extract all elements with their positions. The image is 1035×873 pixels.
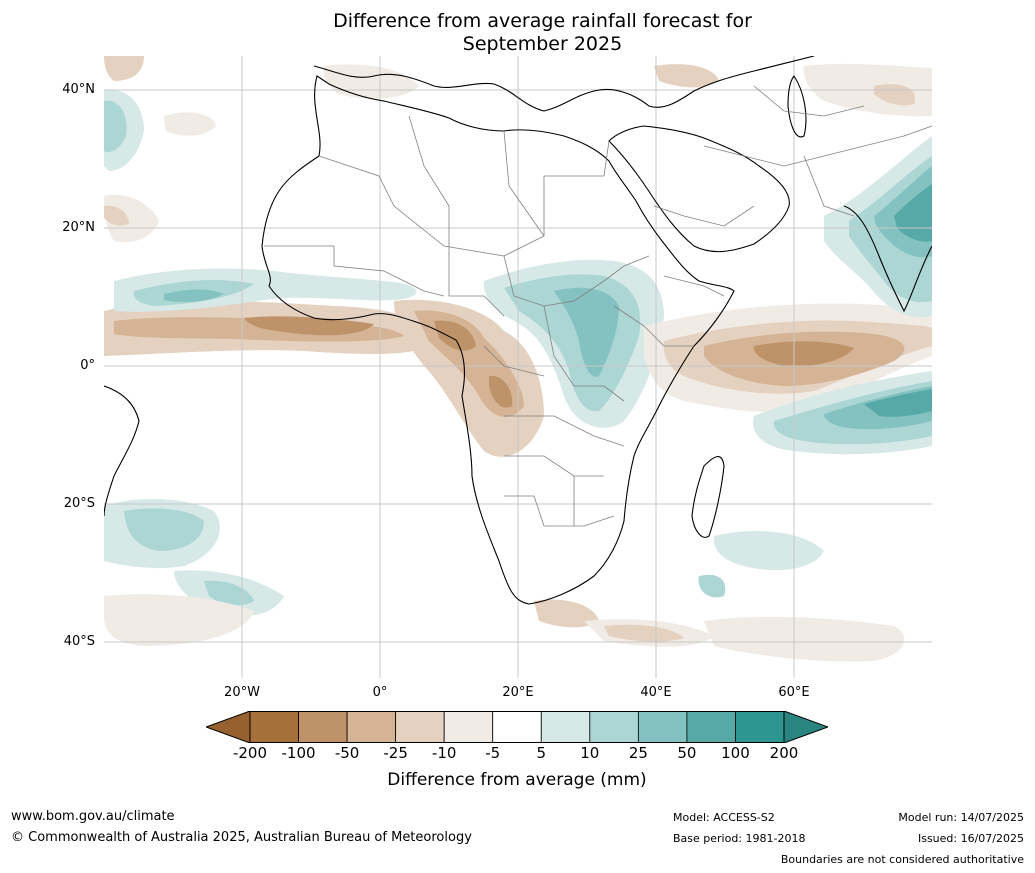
legend-bin <box>637 711 688 743</box>
lon-label-40e: 40°E <box>640 685 672 700</box>
legend-tick-label: -100 <box>281 744 316 762</box>
lat-label-20s: 20°S <box>63 496 95 511</box>
footer-copyright: © Commonwealth of Australia 2025, Austra… <box>11 830 472 845</box>
country-borders <box>264 85 932 527</box>
legend-bin <box>249 711 299 743</box>
legend-bin <box>589 711 639 743</box>
footer-website[interactable]: www.bom.gov.au/climate <box>11 809 175 824</box>
title-line-2: September 2025 <box>462 33 623 55</box>
footer-model-run: Model run: 14/07/2025 <box>898 811 1024 824</box>
lon-label-60e: 60°E <box>778 685 810 700</box>
lat-label-0: 0° <box>80 358 95 373</box>
legend-bin <box>395 711 445 743</box>
map-canvas <box>104 56 932 678</box>
legend-bin <box>346 711 397 743</box>
s-america-coast <box>104 385 140 517</box>
india-coast <box>843 205 932 313</box>
lon-label-20e: 20°E <box>502 685 534 700</box>
legend-low-extend <box>206 711 251 743</box>
legend-title: Difference from average (mm) <box>387 770 647 790</box>
africa-coast <box>261 75 735 605</box>
europe-coast <box>313 56 815 112</box>
lat-label-40s: 40°S <box>63 634 95 649</box>
footer-issued: Issued: 16/07/2025 <box>917 832 1024 845</box>
legend-tick-label: -200 <box>232 744 268 762</box>
legend-colorbar <box>206 711 828 743</box>
legend-tick-label: 10 <box>580 744 600 762</box>
lat-label-40n: 40°N <box>62 82 95 97</box>
lon-label-20w: 20°W <box>224 685 260 700</box>
legend-bin <box>298 711 348 743</box>
rainfall-map <box>104 56 932 678</box>
anomaly-shading <box>104 56 932 662</box>
legend-tick-label: 50 <box>677 744 697 762</box>
legend-bin <box>540 711 591 743</box>
legend-tick-label: -25 <box>383 744 408 762</box>
madagascar-coast <box>691 456 725 538</box>
coastlines <box>104 56 932 605</box>
map-title: Difference from average rainfall forecas… <box>0 10 1035 56</box>
legend-tick-label: 200 <box>769 744 799 762</box>
title-line-1: Difference from average rainfall forecas… <box>333 10 752 32</box>
legend-tick-label: -50 <box>334 744 360 762</box>
legend-bin <box>735 711 785 743</box>
legend-bin <box>686 711 736 743</box>
footer-disclaimer: Boundaries are not considered authoritat… <box>780 853 1024 866</box>
legend-bin <box>492 711 542 743</box>
legend-tick-label: -10 <box>431 744 457 762</box>
legend-bin <box>443 711 494 743</box>
legend-tick-label: 5 <box>536 744 547 762</box>
graticule <box>104 56 932 678</box>
legend-high-extend <box>783 711 828 743</box>
lon-label-0: 0° <box>372 685 388 700</box>
lat-label-20n: 20°N <box>62 220 95 235</box>
legend-tick-label: -5 <box>485 744 501 762</box>
legend-bins <box>249 711 785 743</box>
caspian-coast <box>787 75 807 138</box>
arabia-coast <box>608 125 790 253</box>
legend-tick-label: 25 <box>628 744 648 762</box>
footer-base-period: Base period: 1981-2018 <box>673 832 806 845</box>
footer-model: Model: ACCESS-S2 <box>673 811 775 824</box>
legend-tick-label: 100 <box>721 744 750 762</box>
